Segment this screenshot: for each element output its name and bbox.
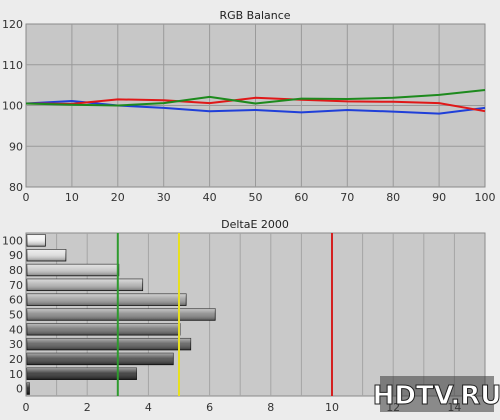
- deltae-chart: DeltaE 2000 02468101214 0102030405060708…: [2, 218, 486, 414]
- rgb-x-tick-label: 50: [249, 191, 263, 204]
- deltae-bars: [26, 234, 216, 395]
- rgb-series: [25, 89, 486, 115]
- rgb-balance-chart: RGB Balance 0 10 20 30 40 50 60 70 80 90 100 80 90 1…: [2, 9, 496, 204]
- rgb-gridlines: [26, 24, 485, 187]
- deltae-bar-shine: [27, 382, 30, 395]
- rgb-series-line-1: [25, 96, 486, 113]
- deltae-bar-shine: [27, 249, 66, 262]
- deltae-x-tick-label: 6: [206, 401, 213, 414]
- rgb-x-tick-label: 70: [340, 191, 354, 204]
- watermark-logo: HDTV.RU: [372, 376, 500, 412]
- deltae-category-label: 30: [9, 338, 23, 351]
- rgb-y-tick-label: 120: [2, 18, 23, 31]
- deltae-category-label: 20: [9, 353, 23, 366]
- deltae-x-tick-label: 8: [267, 401, 274, 414]
- deltae-bar-shine: [27, 308, 216, 321]
- deltae-bar-shine: [27, 367, 137, 380]
- rgb-y-tick-label: 90: [9, 140, 23, 153]
- rgb-x-tick-label: 20: [111, 191, 125, 204]
- deltae-category-label: 80: [9, 264, 23, 277]
- deltae-category-label: 40: [9, 323, 23, 336]
- rgb-series-line-0: [25, 100, 486, 115]
- rgb-x-tick-label: 10: [65, 191, 79, 204]
- rgb-x-tick-label: 100: [475, 191, 496, 204]
- rgb-x-tick-label: 30: [157, 191, 171, 204]
- deltae-category-label: 70: [9, 279, 23, 292]
- deltae-category-label: 100: [2, 234, 23, 247]
- deltae-category-label: 0: [16, 383, 23, 396]
- deltae-bar-shine: [27, 293, 187, 306]
- rgb-y-tick-label: 80: [9, 181, 23, 194]
- rgb-series-line-2: [25, 89, 486, 107]
- rgb-y-tick-label: 100: [2, 100, 23, 113]
- deltae-bar-shine: [27, 353, 174, 365]
- rgb-y-tick-label: 110: [2, 59, 23, 72]
- watermark-text: HDTV.RU: [373, 381, 500, 411]
- rgb-x-tick-label: 60: [294, 191, 308, 204]
- rgb-x-tick-labels: 0 10 20 30 40 50 60 70 80 90 100: [23, 191, 496, 204]
- deltae-category-label: 50: [9, 309, 23, 322]
- deltae-bar-shine: [27, 234, 46, 247]
- rgb-x-tick-label: 80: [386, 191, 400, 204]
- rgb-x-tick-label: 40: [203, 191, 217, 204]
- deltae-title: DeltaE 2000: [221, 218, 289, 231]
- deltae-reference-lines: [116, 233, 333, 396]
- rgb-balance-title: RGB Balance: [219, 9, 290, 22]
- rgb-y-tick-labels: 80 90 100 110 120: [2, 18, 23, 194]
- deltae-bar-shine: [27, 264, 119, 276]
- deltae-bar-shine: [27, 279, 143, 291]
- deltae-category-label: 90: [9, 249, 23, 262]
- deltae-bar-shine: [27, 323, 180, 336]
- deltae-x-tick-label: 2: [84, 401, 91, 414]
- deltae-x-tick-label: 4: [145, 401, 152, 414]
- rgb-x-tick-label: 90: [432, 191, 446, 204]
- rgb-x-tick-label: 0: [23, 191, 30, 204]
- deltae-x-tick-label: 0: [23, 401, 30, 414]
- deltae-category-label: 10: [9, 368, 23, 381]
- deltae-bar-shine: [27, 338, 191, 350]
- deltae-x-tick-label: 10: [325, 401, 339, 414]
- deltae-category-label: 60: [9, 294, 23, 307]
